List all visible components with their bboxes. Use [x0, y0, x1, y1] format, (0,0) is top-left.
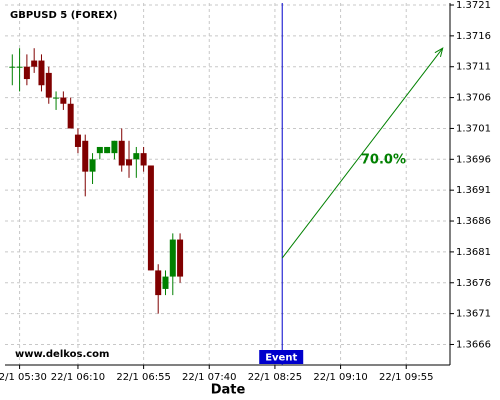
candle-body — [169, 239, 176, 277]
candle-body — [104, 146, 111, 154]
y-tick-label: 1.3676 — [456, 278, 491, 289]
candle-body — [38, 60, 45, 86]
y-tick-label: 1.3691 — [456, 185, 491, 196]
candle-body — [133, 153, 140, 160]
candle-body — [147, 165, 154, 271]
candle-body — [31, 60, 38, 67]
candle-body — [162, 276, 169, 289]
candle-body — [74, 134, 81, 147]
x-tick-label: 22/1 06:55 — [116, 372, 170, 383]
y-tick-label: 1.3696 — [456, 154, 491, 165]
x-tick-label: 22/1 07:40 — [182, 372, 236, 383]
candle-body — [60, 97, 67, 104]
watermark: www.delkos.com — [15, 349, 109, 360]
arrow-label: 70.0% — [361, 153, 406, 168]
y-tick-label: 1.3681 — [456, 247, 491, 258]
event-label: Event — [265, 353, 297, 364]
candle-body — [140, 153, 147, 166]
candle-body — [9, 66, 16, 68]
plot-area — [5, 3, 450, 365]
y-tick-label: 1.3716 — [456, 31, 491, 42]
x-tick-label: 22/1 09:10 — [313, 372, 367, 383]
candle-body — [96, 146, 103, 154]
forecast-arrow — [281, 47, 444, 259]
candle-body — [177, 239, 184, 277]
y-tick-label: 1.3701 — [456, 123, 491, 134]
candle-body — [89, 159, 96, 172]
y-tick-label: 1.3686 — [456, 216, 491, 227]
x-axis-label: Date — [211, 383, 246, 398]
x-tick-label: 22/1 06:10 — [51, 372, 105, 383]
arrow-head — [434, 47, 444, 58]
grid — [5, 3, 450, 365]
candle-body — [16, 66, 23, 68]
y-tick-label: 1.3706 — [456, 93, 491, 104]
candle-body — [53, 97, 60, 99]
y-tick-label: 1.3721 — [456, 0, 491, 11]
y-tick-label: 1.3671 — [456, 309, 491, 320]
candle-body — [155, 270, 162, 296]
candle-body — [82, 140, 89, 172]
y-tick-label: 1.3711 — [456, 62, 491, 73]
marks — [9, 48, 184, 314]
candle-body — [45, 72, 52, 98]
x-tick-label: 22/1 05:30 — [0, 372, 47, 383]
candle-body — [126, 159, 133, 166]
candle-body — [23, 66, 30, 80]
x-tick-label: 22/1 09:55 — [379, 372, 433, 383]
candle-body — [118, 140, 125, 166]
chart-title: GBPUSD 5 (FOREX) — [10, 10, 117, 21]
y-tick-label: 1.3666 — [456, 339, 491, 350]
event-box — [259, 350, 304, 364]
candle-body — [67, 103, 74, 129]
candle-body — [111, 140, 118, 154]
x-tick-label: 22/1 08:25 — [248, 372, 302, 383]
